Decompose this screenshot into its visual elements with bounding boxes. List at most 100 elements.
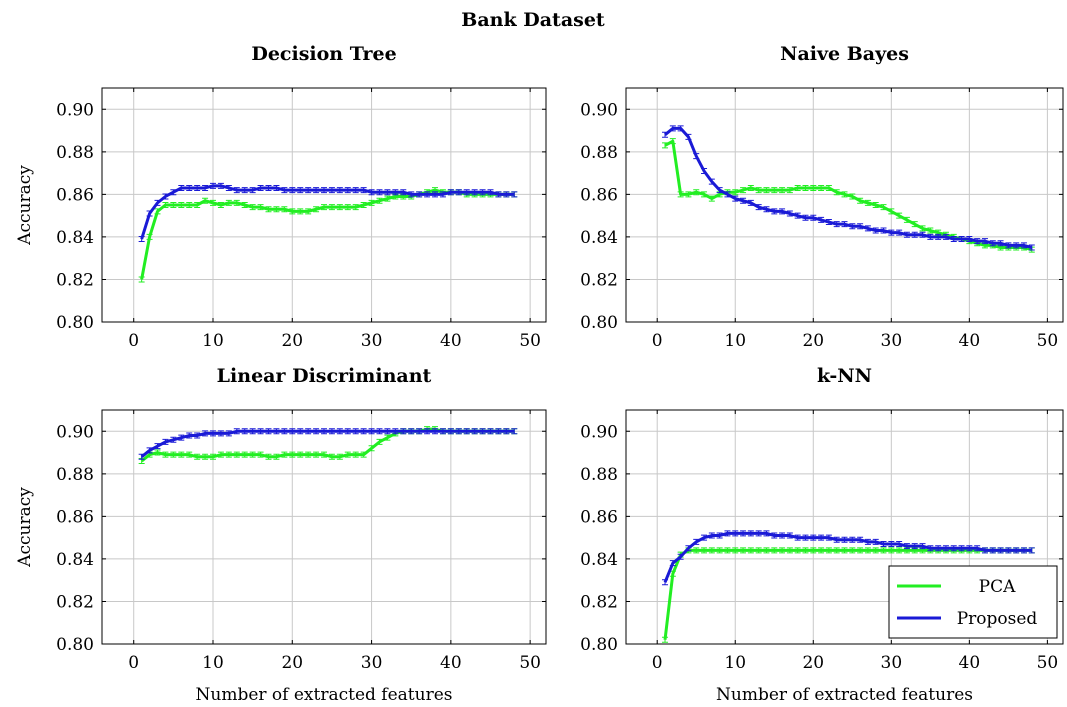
k-nn-proposed-point-44: [1005, 547, 1012, 554]
naive-bayes-proposed-point-28: [880, 227, 887, 234]
decision-tree-proposed-point-12: [233, 187, 240, 194]
naive-bayes-proposed-point-30: [896, 229, 903, 236]
linear-discriminant-proposed-point-4: [170, 436, 177, 443]
linear-discriminant-proposed-point-0: [138, 453, 145, 460]
k-nn-proposed-point-18: [802, 534, 809, 541]
decision-tree-proposed-point-46: [503, 191, 510, 198]
linear-discriminant-pca-point-2: [154, 449, 161, 456]
k-nn-proposed-point-21: [825, 534, 832, 541]
decision-tree-proposed-point-3: [162, 193, 169, 200]
decision-tree-pca-point-30: [376, 197, 383, 204]
linear-discriminant-proposed-point-31: [384, 428, 391, 435]
decision-tree-pca-point-27: [352, 204, 359, 211]
naive-bayes-pca-point-30: [896, 212, 903, 219]
decision-tree-pca-point-11: [225, 199, 232, 206]
linear-discriminant-proposed-point-24: [328, 428, 335, 435]
panel-naive-bayes: 0 10 20 30 40 50 0.80 0.82 0.84 0.86 0.88 0.90 Naive…: [580, 43, 1064, 351]
naive-bayes-proposed-point-0: [662, 131, 669, 138]
k-nn-proposed-point-20: [818, 534, 825, 541]
naive-bayes-proposed-point-43: [997, 240, 1004, 247]
naive-bayes-proposed-point-42: [989, 240, 996, 247]
linear-discriminant-proposed-point-8: [202, 430, 209, 437]
k-nn-pca-point-8: [724, 547, 731, 554]
linear-discriminant-title: Linear Discriminant: [217, 365, 432, 387]
k-nn-proposed-point-7: [716, 532, 723, 539]
k-nn-pca-point-15: [779, 547, 786, 554]
linear-discriminant-pca-point-21: [305, 451, 312, 458]
linear-discriminant-proposed-point-42: [471, 428, 478, 435]
k-nn-proposed-point-16: [786, 532, 793, 539]
naive-bayes-proposed-point-27: [872, 227, 879, 234]
linear-discriminant-pca-point-13: [241, 451, 248, 458]
decision-tree-pca-point-15: [257, 204, 264, 211]
linear-discriminant-proposed-point-17: [273, 428, 280, 435]
k-nn-proposed-point-40: [974, 545, 981, 552]
linear-discriminant-pca-point-12: [233, 451, 240, 458]
naive-bayes-pca-point-20: [818, 184, 825, 191]
decision-tree-proposed-point-29: [368, 189, 375, 196]
k-nn-pca-point-19: [810, 547, 817, 554]
decision-tree-frame: [101, 87, 547, 323]
linear-discriminant-pca-point-19: [289, 451, 296, 458]
linear-discriminant-pca-point-16: [265, 453, 272, 460]
linear-discriminant-proposed-point-7: [194, 432, 201, 439]
decision-tree-pca-point-19: [289, 208, 296, 215]
linear-discriminant-ytick-label-3: 0.86: [56, 507, 94, 527]
naive-bayes-proposed-point-10: [740, 197, 747, 204]
decision-tree-proposed-point-19: [289, 187, 296, 194]
decision-tree-proposed-point-11: [225, 184, 232, 191]
decision-tree-pca-point-13: [241, 202, 248, 208]
naive-bayes-proposed-point-21: [825, 219, 832, 226]
linear-discriminant-proposed-point-35: [416, 428, 423, 435]
k-nn-proposed-point-17: [794, 534, 801, 541]
linear-discriminant-proposed-point-21: [305, 428, 312, 435]
naive-bayes-pca-point-15: [779, 187, 786, 194]
naive-bayes-proposed-errorbars: [662, 125, 1035, 251]
naive-bayes-pca-point-11: [747, 184, 754, 191]
k-nn-proposed-point-19: [810, 534, 817, 541]
decision-tree-pca-point-16: [265, 206, 272, 213]
decision-tree-proposed-point-42: [471, 189, 478, 196]
k-nn-proposed-point-38: [958, 545, 965, 552]
decision-tree-xtick-label-2: 20: [281, 331, 303, 351]
k-nn-proposed-point-41: [981, 547, 988, 554]
decision-tree-proposed-point-4: [170, 189, 177, 196]
naive-bayes-proposed-point-6: [708, 178, 715, 185]
k-nn-proposed-point-35: [935, 545, 942, 552]
linear-discriminant-pca-point-17: [273, 453, 280, 460]
k-nn-xtick-label-1: 10: [724, 653, 746, 673]
decision-tree-proposed-point-14: [249, 187, 256, 194]
linear-discriminant-proposed-point-41: [463, 428, 470, 435]
linear-discriminant-xtick-label-0: 0: [128, 653, 139, 673]
linear-discriminant-proposed-point-22: [313, 428, 320, 435]
k-nn-proposed-point-36: [942, 545, 949, 552]
k-nn-proposed-point-34: [927, 545, 934, 552]
naive-bayes-frame: [625, 87, 1064, 323]
k-nn-proposed-point-43: [997, 547, 1004, 554]
decision-tree-ytick-label-2: 0.84: [56, 228, 94, 248]
decision-tree-pca-point-29: [368, 199, 375, 206]
naive-bayes-proposed-point-20: [818, 216, 825, 223]
decision-tree-pca-point-5: [178, 202, 185, 208]
k-nn-pca-point-21: [825, 547, 832, 554]
naive-bayes-ytick-label-3: 0.86: [580, 185, 618, 205]
k-nn-ytick-label-3: 0.86: [580, 507, 618, 527]
naive-bayes-pca-point-6: [708, 195, 715, 202]
naive-bayes-pca-point-23: [841, 191, 848, 198]
linear-discriminant-pca-point-14: [249, 451, 256, 458]
linear-discriminant-proposed-point-30: [376, 428, 383, 435]
decision-tree-pca-point-3: [162, 202, 169, 208]
linear-discriminant-proposed-point-29: [368, 428, 375, 435]
linear-discriminant-proposed-point-23: [321, 428, 327, 435]
linear-discriminant-proposed-point-26: [344, 428, 351, 435]
k-nn-pca-point-20: [818, 547, 825, 554]
naive-bayes-pca-point-9: [732, 189, 739, 196]
decision-tree-proposed-point-22: [313, 187, 320, 194]
naive-bayes-proposed-point-14: [771, 208, 778, 215]
k-nn-ytick-label-0: 0.80: [580, 635, 618, 655]
decision-tree-pca-point-20: [297, 208, 304, 215]
linear-discriminant-proposed-point-27: [352, 428, 359, 435]
decision-tree-proposed-point-40: [455, 189, 462, 196]
k-nn-proposed-line: [663, 531, 1032, 583]
decision-tree-xtick-label-0: 0: [128, 331, 139, 351]
